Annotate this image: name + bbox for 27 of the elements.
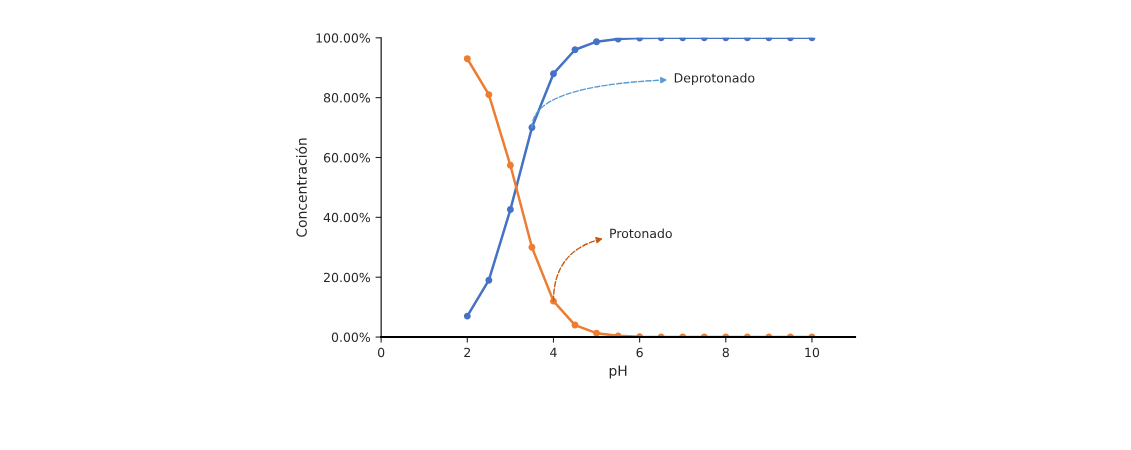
y-tick-label: 60.00%: [323, 152, 371, 163]
point: [571, 46, 579, 54]
point: [528, 243, 536, 251]
x-axis-title: pH: [609, 365, 627, 379]
y-axis-title: Concentración: [295, 138, 307, 237]
annotation: Protonado: [610, 228, 672, 239]
point: [550, 70, 557, 78]
point: [485, 276, 493, 284]
point: [463, 55, 471, 63]
x-tick-label: 6: [636, 347, 643, 358]
x-tick-label: 0: [377, 347, 385, 358]
y-tick-label: 40.00%: [323, 212, 371, 223]
x-tick-label: 4: [550, 347, 557, 357]
x-tick-label: 8: [722, 347, 729, 358]
y-tick-label: 20.00%: [323, 272, 371, 283]
point: [506, 206, 514, 214]
x-tick-label: 2: [464, 347, 471, 357]
y-tick-label: 80.00%: [323, 93, 371, 103]
y-tick-label: 100.00%: [316, 33, 371, 43]
point: [506, 161, 514, 169]
y-tick-label: 0.00%: [331, 332, 371, 342]
point: [463, 312, 471, 320]
annotation: Deprotonado: [674, 72, 755, 86]
point: [593, 329, 601, 337]
point: [485, 91, 493, 99]
point: [593, 38, 601, 46]
x-tick-label: 10: [805, 347, 820, 358]
